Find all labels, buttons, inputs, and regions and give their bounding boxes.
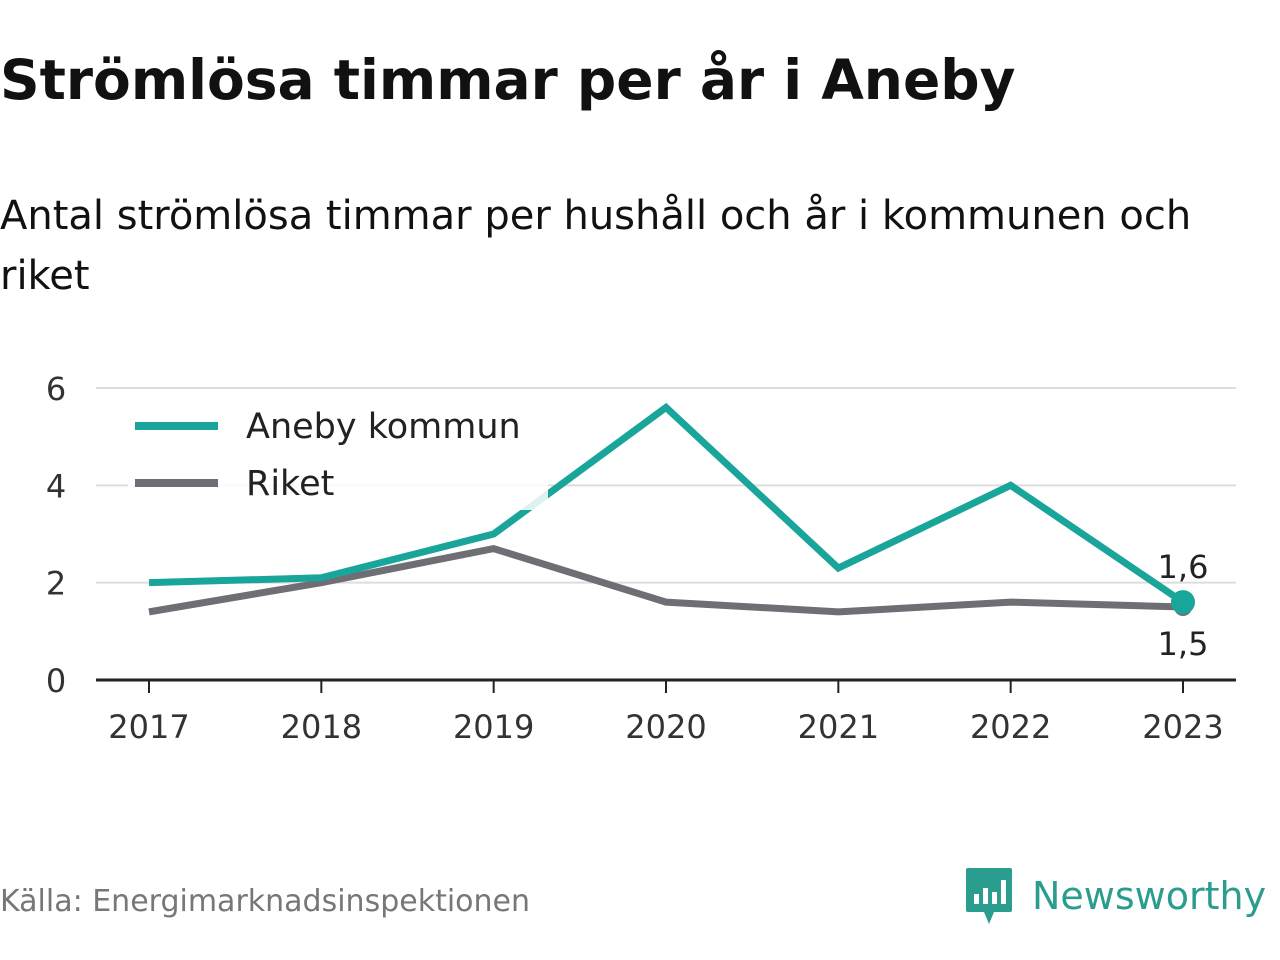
data-labels: 1,6 1,5 — [1158, 548, 1209, 663]
y-tick-label: 6 — [46, 370, 66, 408]
legend-item-aneby-label: Aneby kommun — [246, 407, 521, 447]
chart-title: Strömlösa timmar per år i Aneby — [0, 48, 1016, 112]
y-tick-label: 2 — [46, 565, 66, 603]
brand-name: Newsworthy — [1032, 874, 1267, 918]
end-label-aneby: 1,6 — [1158, 548, 1209, 586]
series-lines — [148, 402, 1185, 616]
chart-subtitle: Antal strömlösa timmar per hushåll och å… — [0, 193, 1192, 299]
series-line-riket — [148, 544, 1184, 616]
x-tick-label: 2019 — [453, 708, 534, 746]
y-tick-label: 0 — [46, 662, 66, 700]
x-tick-label: 2022 — [970, 708, 1051, 746]
x-axis-ticks: 2017 2018 2019 2020 2021 2022 2023 — [108, 680, 1224, 746]
y-tick-label: 4 — [46, 467, 66, 505]
brand-logo: Newsworthy — [964, 864, 1266, 928]
legend: Aneby kommun Riket — [128, 398, 548, 510]
x-tick-label: 2023 — [1142, 708, 1223, 746]
x-tick-label: 2017 — [108, 708, 189, 746]
end-label-riket: 1,5 — [1158, 625, 1209, 663]
source-note: Källa: Energimarknadsinspektionen — [0, 884, 531, 919]
series-line-aneby — [148, 402, 1185, 606]
newsworthy-logo-icon — [966, 868, 1012, 924]
legend-background — [128, 398, 548, 510]
x-tick-label: 2018 — [281, 708, 362, 746]
legend-item-riket-label: Riket — [246, 464, 334, 504]
y-axis-ticks: 0 2 4 6 — [46, 370, 66, 700]
x-tick-label: 2020 — [625, 708, 706, 746]
end-marker-aneby — [1171, 590, 1195, 615]
x-tick-label: 2021 — [798, 708, 879, 746]
